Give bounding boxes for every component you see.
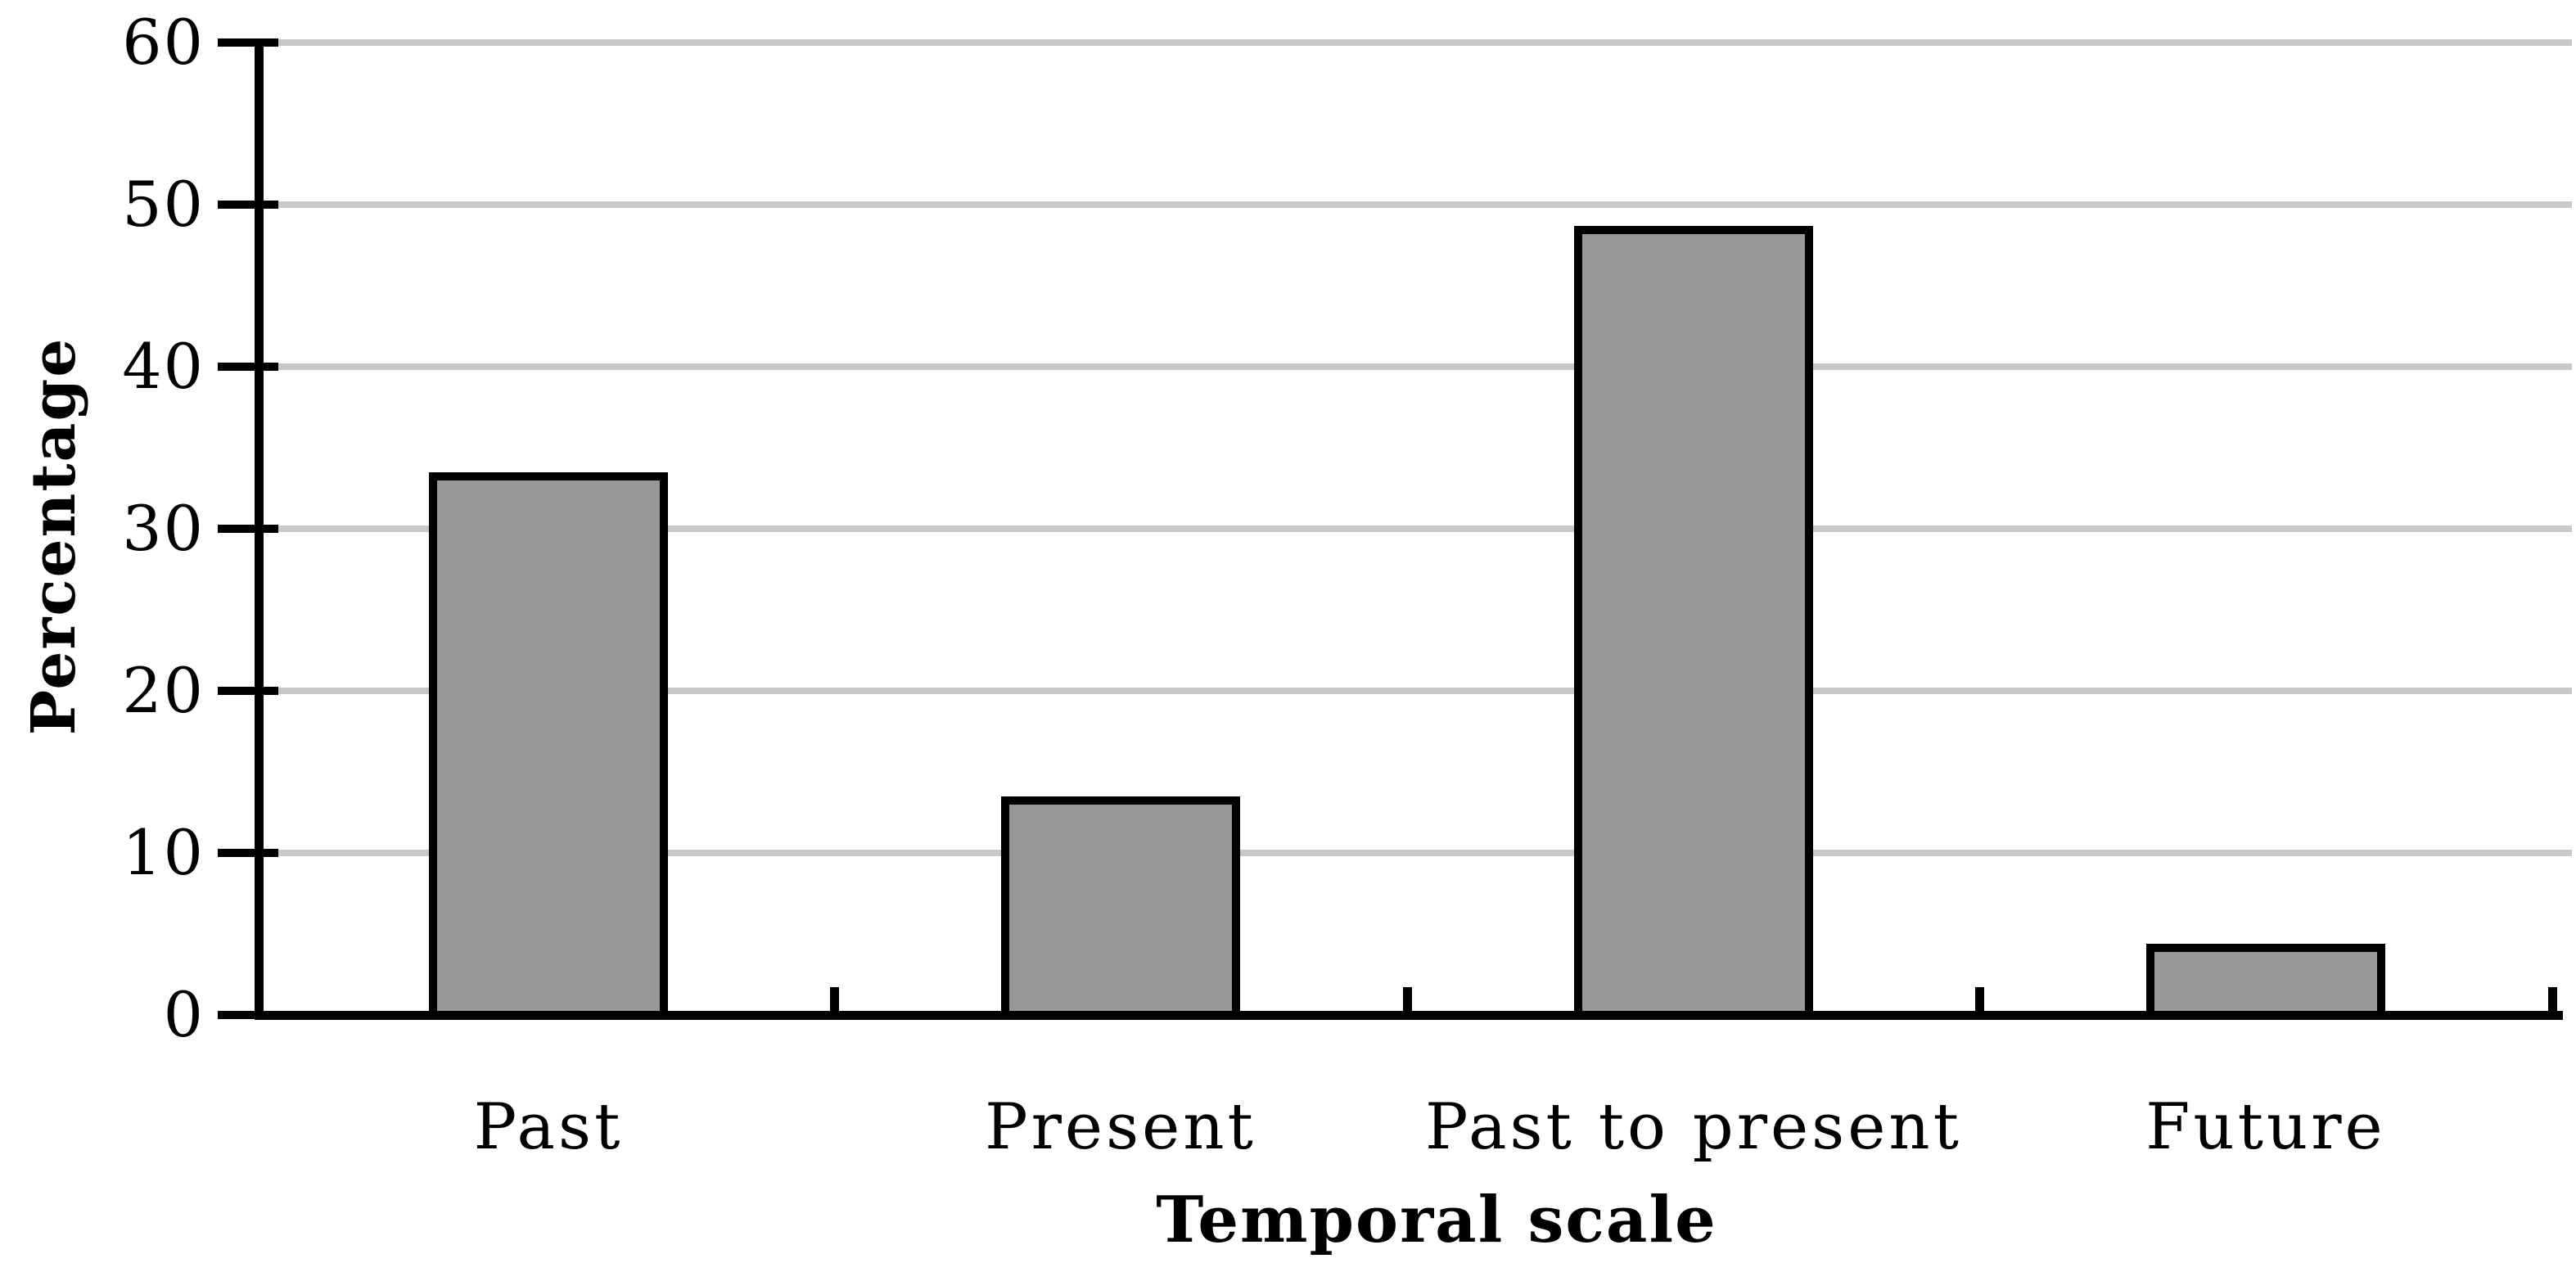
x-tick-label-future: Future — [2145, 1090, 2386, 1164]
y-axis-tick-10 — [218, 849, 278, 857]
y-tick-label-0: 0 — [163, 978, 205, 1051]
y-axis-tick-20 — [218, 687, 278, 695]
x-axis-tick-4 — [2548, 987, 2557, 1011]
x-tick-label-present: Present — [985, 1090, 1256, 1164]
y-axis-tick-0 — [218, 1011, 278, 1019]
gridline-60 — [264, 39, 2572, 46]
y-tick-label-10: 10 — [122, 816, 205, 889]
gridline-20 — [264, 688, 2572, 694]
y-tick-label-50: 50 — [122, 168, 205, 241]
y-tick-label-30: 30 — [122, 492, 205, 565]
x-axis-title: Temporal scale — [1156, 1183, 1717, 1257]
x-tick-label-past-to-present: Past to present — [1425, 1090, 1962, 1164]
y-axis-tick-30 — [218, 525, 278, 533]
x-axis-tick-3 — [1975, 987, 1984, 1011]
y-axis-line — [255, 39, 264, 1019]
y-axis-tick-50 — [218, 201, 278, 209]
x-axis-line — [255, 1011, 2563, 1020]
x-axis-tick-2 — [1403, 987, 1412, 1011]
y-tick-label-60: 60 — [122, 6, 205, 79]
y-axis-tick-40 — [218, 363, 278, 371]
x-tick-label-past: Past — [473, 1090, 624, 1164]
gridline-10 — [264, 850, 2572, 856]
gridline-30 — [264, 525, 2572, 532]
y-tick-label-40: 40 — [122, 330, 205, 403]
y-axis-title: Percentage — [19, 336, 89, 736]
bar-past — [429, 472, 668, 1020]
gridline-50 — [264, 201, 2572, 208]
y-tick-label-20: 20 — [122, 654, 205, 727]
x-axis-tick-1 — [830, 987, 839, 1011]
bar-future — [2146, 944, 2385, 1020]
gridline-40 — [264, 363, 2572, 370]
bar-past-to-present — [1574, 226, 1813, 1020]
y-axis-tick-60 — [218, 38, 278, 47]
bar-present — [1001, 796, 1240, 1020]
